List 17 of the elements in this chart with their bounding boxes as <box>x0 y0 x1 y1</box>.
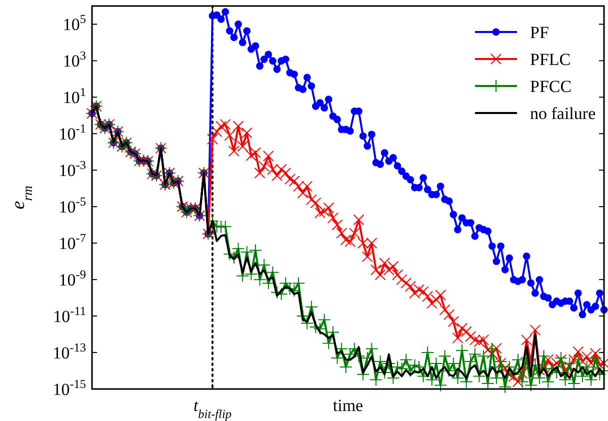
y-tick-label: 10$^{-11}$ <box>53 304 86 326</box>
legend-label: PFLC <box>530 50 571 69</box>
y-tick-label: 10$^{3}$ <box>62 48 86 71</box>
y-tick-label: 10$^{-13}$ <box>52 340 86 363</box>
x-tick-label: t$_{bit-flip}$ <box>193 396 232 421</box>
y-tick-label: 10$^{-9}$ <box>58 268 86 290</box>
x-axis-title: time <box>332 396 364 415</box>
y-tick-label: 10$^{-5}$ <box>58 194 86 217</box>
legend-label: PF <box>530 23 549 42</box>
y-tick-label: 10$^{5}$ <box>62 12 86 34</box>
y-tick-label: 10$^{1}$ <box>62 85 86 108</box>
legend-label: PFCC <box>530 77 572 96</box>
y-tick-label: 10$^{-7}$ <box>58 231 86 254</box>
y-tick-label: 10$^{-1}$ <box>58 122 86 144</box>
y-tick-label: 10$^{-3}$ <box>58 158 86 180</box>
y-tick-label: 10$^{-15}$ <box>52 377 86 399</box>
legend-label: no failure <box>530 104 596 123</box>
